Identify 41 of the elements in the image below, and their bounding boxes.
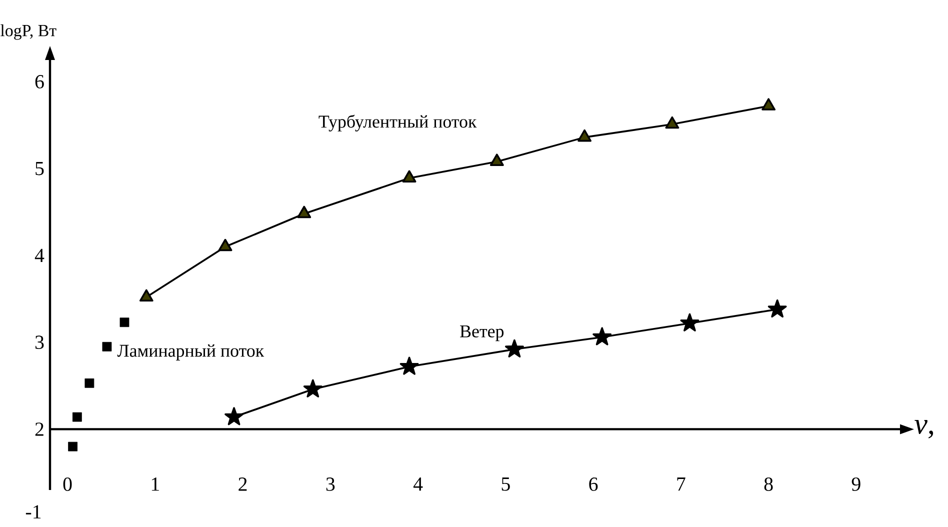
point [72, 412, 82, 422]
x-tick-label: 2 [238, 478, 247, 491]
series-label: Ламинарный поток [117, 344, 264, 360]
x-tick-label: 9 [852, 478, 860, 491]
x-tick-label: 6 [589, 478, 598, 491]
point [578, 129, 592, 142]
x-tick-label: 0 [63, 478, 72, 491]
point [400, 356, 419, 375]
point [768, 299, 787, 318]
point [84, 378, 94, 388]
point [120, 318, 130, 328]
y-tick-label: 6 [35, 75, 44, 88]
y-tick-label: 3 [35, 336, 44, 350]
point [680, 313, 700, 332]
point [218, 238, 232, 252]
point [68, 442, 78, 452]
point [504, 339, 524, 358]
point [762, 98, 776, 110]
y-tick-label: 4 [34, 248, 44, 262]
point [665, 116, 680, 129]
point [303, 379, 322, 398]
x-tick-label: 5 [502, 478, 510, 491]
y-tick-label: 5 [36, 162, 44, 176]
series-label: Ветер [460, 326, 504, 342]
y-axis-title: logP, Вт [0, 24, 56, 40]
x-tick-label: 4 [413, 478, 423, 491]
x-tick-label: 8 [764, 478, 773, 491]
point [490, 154, 504, 166]
point [297, 206, 312, 218]
series-label: Турбулентный поток [318, 114, 477, 132]
x-tick-label: 3 [326, 478, 335, 491]
x-tick-label: 1 [152, 478, 159, 491]
point [224, 407, 244, 426]
x-axis-title: v, [914, 420, 934, 438]
y-tick-label: 2 [35, 422, 44, 436]
point [592, 327, 612, 346]
point [102, 342, 112, 352]
point [402, 170, 416, 183]
x-tick-label: 7 [677, 478, 686, 491]
text: -1 [26, 505, 41, 518]
point [139, 289, 154, 302]
